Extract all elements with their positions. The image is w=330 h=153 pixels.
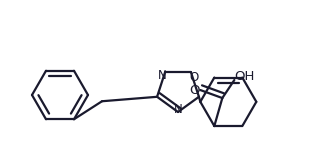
- Text: OH: OH: [234, 70, 254, 83]
- Text: N: N: [158, 69, 166, 82]
- Text: N: N: [174, 103, 182, 116]
- Text: O: O: [189, 84, 200, 97]
- Text: O: O: [189, 71, 199, 84]
